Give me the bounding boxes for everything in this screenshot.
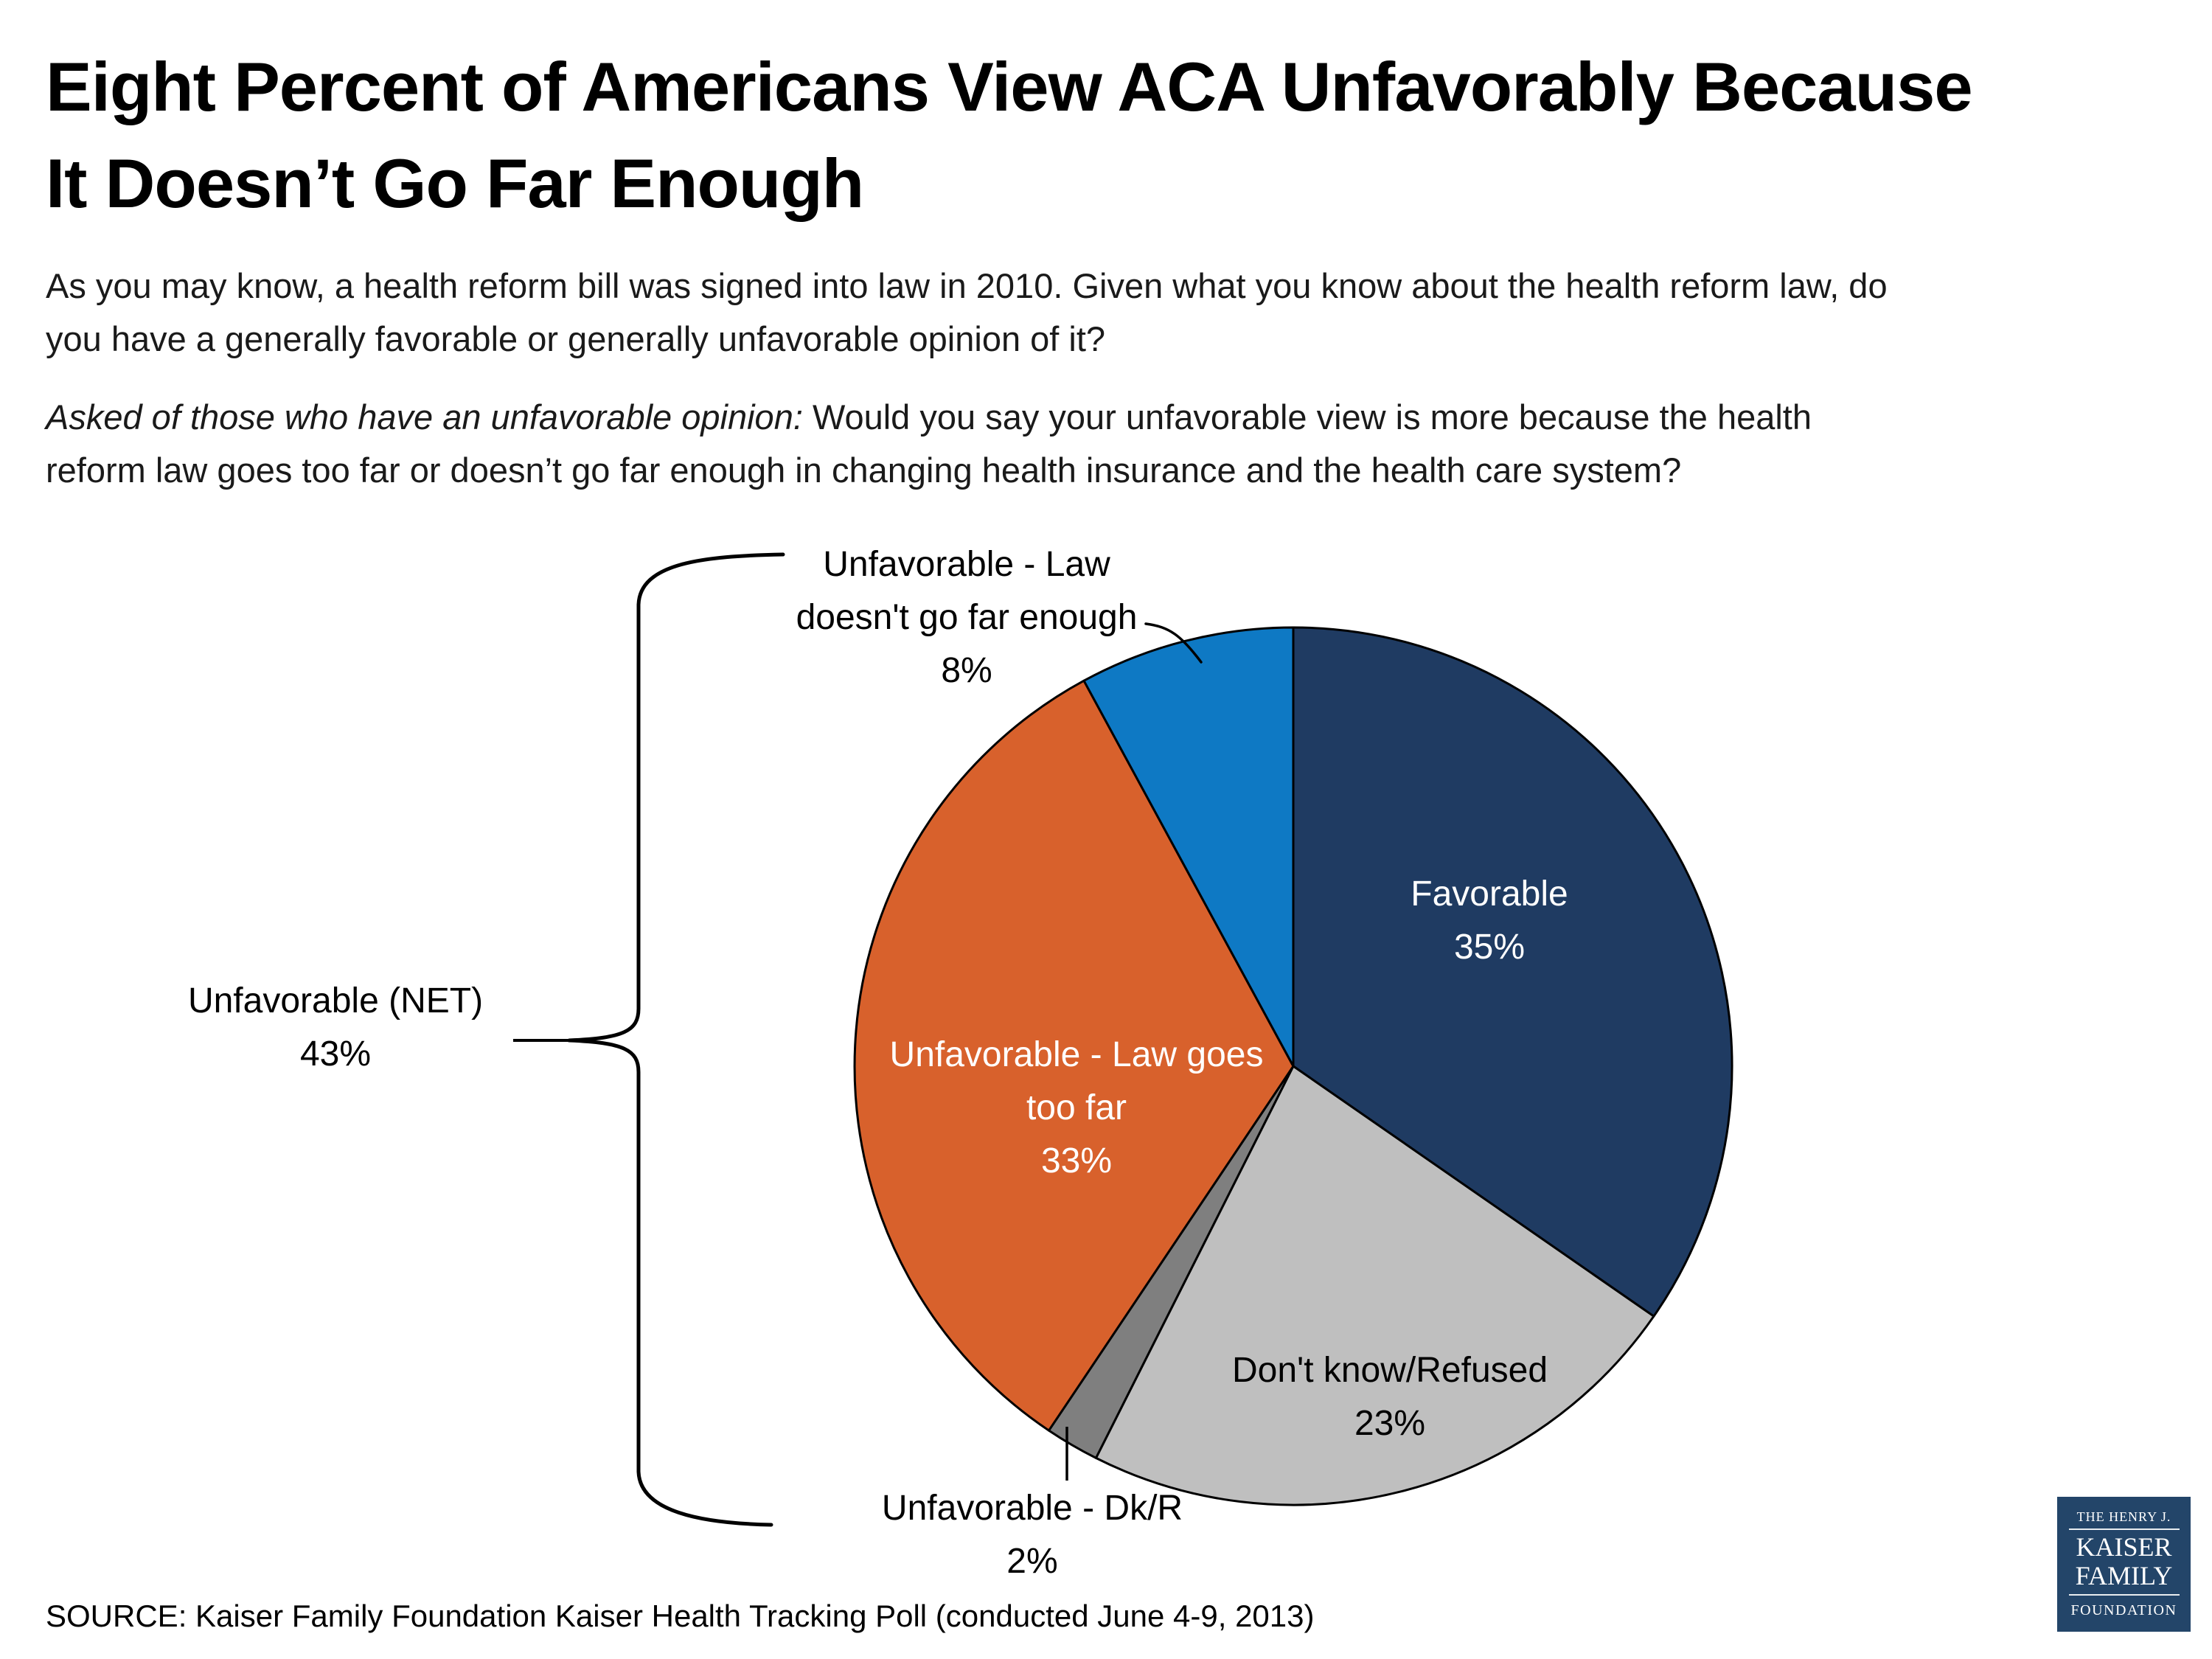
kff-logo-line-henry: THE HENRY J. <box>2076 1509 2171 1524</box>
kff-logo: THE HENRY J. KAISER FAMILY FOUNDATION <box>2057 1497 2191 1632</box>
kff-logo-line-family: FAMILY <box>2075 1561 2173 1590</box>
unfavorable-net-label: Unfavorable (NET) 43% <box>188 975 483 1081</box>
intro-line-2-text: you have a generally favorable or genera… <box>46 319 1106 358</box>
leader-line-8pct <box>1144 622 1203 664</box>
intro-text: As you may know, a health reform bill wa… <box>46 260 2169 497</box>
slice-label-favorable-value: 35% <box>1453 928 1526 967</box>
slice-label-dkr-value: 2% <box>1006 1542 1058 1581</box>
slice-label-unfavorable-dkr: Unfavorable - Dk/R 2% <box>882 1482 1183 1588</box>
slice-label-law-goes-too-far: Unfavorable - Law goes too far 33% <box>890 1029 1264 1188</box>
intro-line-2: you have a generally favorable or genera… <box>46 313 2169 366</box>
intro-line-1-text: As you may know, a health reform bill wa… <box>46 266 1888 305</box>
intro-line-4: reform law goes too far or doesn’t go fa… <box>46 444 2169 497</box>
source-text: SOURCE: Kaiser Family Foundation Kaiser … <box>46 1599 1315 1633</box>
slice-label-dk-value: 23% <box>1354 1404 1426 1443</box>
slice-label-toofar-value: 33% <box>1040 1141 1113 1180</box>
unfavorable-net-name: Unfavorable (NET) <box>187 981 484 1020</box>
pie-slice-law-goes-too-far <box>853 679 1295 1432</box>
intro-line-1: As you may know, a health reform bill wa… <box>46 260 2169 313</box>
slice-label-notfar-line2: doesn't go far enough <box>796 598 1138 637</box>
pie-slice-law-doesnt-go-far-enough <box>1082 626 1295 1068</box>
net-brace <box>567 552 785 1527</box>
intro-line-3-rest: Would you say your unfavorable view is m… <box>802 397 1812 437</box>
slice-label-favorable: Favorable 35% <box>1411 868 1568 974</box>
intro-line-3: Asked of those who have an unfavorable o… <box>46 391 2169 444</box>
pie-slices <box>853 626 1733 1506</box>
slice-label-dont-know: Don't know/Refused 23% <box>1232 1344 1548 1450</box>
pie-slice-dont-know-refused <box>1094 1065 1655 1506</box>
slice-label-dk-name: Don't know/Refused <box>1231 1351 1548 1390</box>
slice-label-doesnt-go-far-enough: Unfavorable - Law doesn't go far enough … <box>796 538 1138 698</box>
kff-logo-line-foundation: FOUNDATION <box>2070 1602 2177 1618</box>
slice-label-notfar-line1: Unfavorable - Law <box>823 545 1110 584</box>
intro-line-4-text: reform law goes too far or doesn’t go fa… <box>46 451 1682 490</box>
slice-label-dkr-name: Unfavorable - Dk/R <box>881 1489 1183 1528</box>
kff-logo-rule-bottom <box>2068 1594 2180 1596</box>
slice-label-favorable-name: Favorable <box>1411 874 1568 914</box>
kff-logo-rule-top <box>2068 1528 2180 1530</box>
slice-label-toofar-line2: too far <box>1026 1088 1127 1127</box>
page-title: Eight Percent of Americans View ACA Unfa… <box>46 38 1973 232</box>
slice-label-toofar-line1: Unfavorable - Law goes <box>889 1035 1264 1074</box>
unfavorable-net-value: 43% <box>299 1034 372 1074</box>
slice-label-notfar-value: 8% <box>941 651 992 690</box>
kff-logo-line-kaiser: KAISER <box>2076 1532 2172 1562</box>
intro-line-3-italic: Asked of those who have an unfavorable o… <box>46 397 803 437</box>
title-line-2: It Doesn’t Go Far Enough <box>46 145 864 222</box>
title-line-1: Eight Percent of Americans View ACA Unfa… <box>46 48 1973 125</box>
pie-slice-favorable <box>1292 626 1733 1318</box>
